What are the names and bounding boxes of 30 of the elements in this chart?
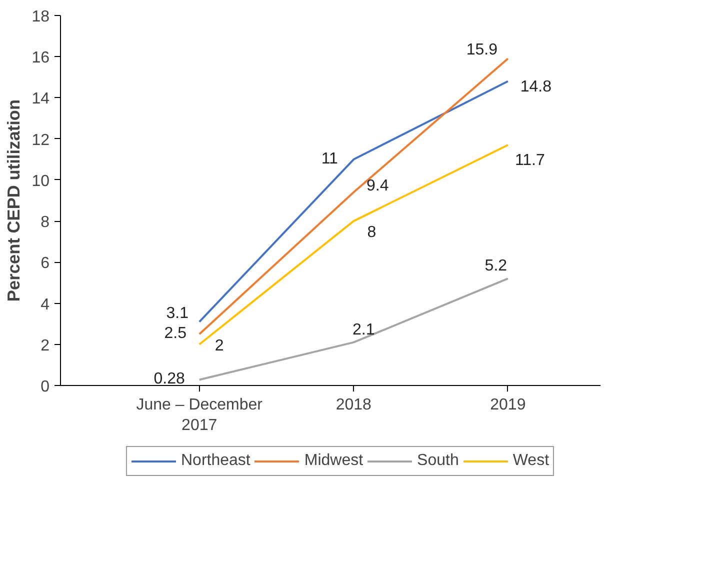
legend-label: Midwest xyxy=(304,452,364,470)
y-tick-label: 14 xyxy=(32,90,50,108)
y-tick-label: 0 xyxy=(40,378,50,396)
data-label: 11 xyxy=(321,150,338,168)
y-tick-label: 4 xyxy=(40,296,50,314)
data-label: 2.1 xyxy=(352,321,375,338)
x-tick-label: June – December 2017 xyxy=(136,396,264,434)
y-tick-label: 16 xyxy=(32,50,50,67)
data-label: 2 xyxy=(214,337,224,354)
y-tick-label: 10 xyxy=(32,172,50,190)
y-tick-label: 12 xyxy=(32,132,50,149)
y-tick-label: 2 xyxy=(40,337,50,354)
y-tick-label: 18 xyxy=(32,8,50,26)
data-label: 3.1 xyxy=(166,304,189,322)
data-label: 5.2 xyxy=(484,258,508,275)
legend-label: West xyxy=(512,452,550,470)
y-axis-title: Percent CEPD utilization xyxy=(4,99,24,302)
legend-label: Northeast xyxy=(180,452,250,470)
x-tick-label: 2018 xyxy=(336,396,372,414)
data-label: 9.4 xyxy=(366,177,389,194)
data-label: 0.28 xyxy=(154,370,186,388)
data-label: 14.8 xyxy=(520,78,552,96)
y-tick-label: 6 xyxy=(40,255,50,272)
legend-label: South xyxy=(417,452,459,470)
y-tick-label: 8 xyxy=(40,214,50,232)
data-label: 15.9 xyxy=(466,42,498,59)
data-label: 8 xyxy=(367,224,376,242)
data-label: 2.5 xyxy=(164,325,187,342)
x-tick-label: 2019 xyxy=(490,396,526,414)
data-label: 11.7 xyxy=(514,152,546,169)
